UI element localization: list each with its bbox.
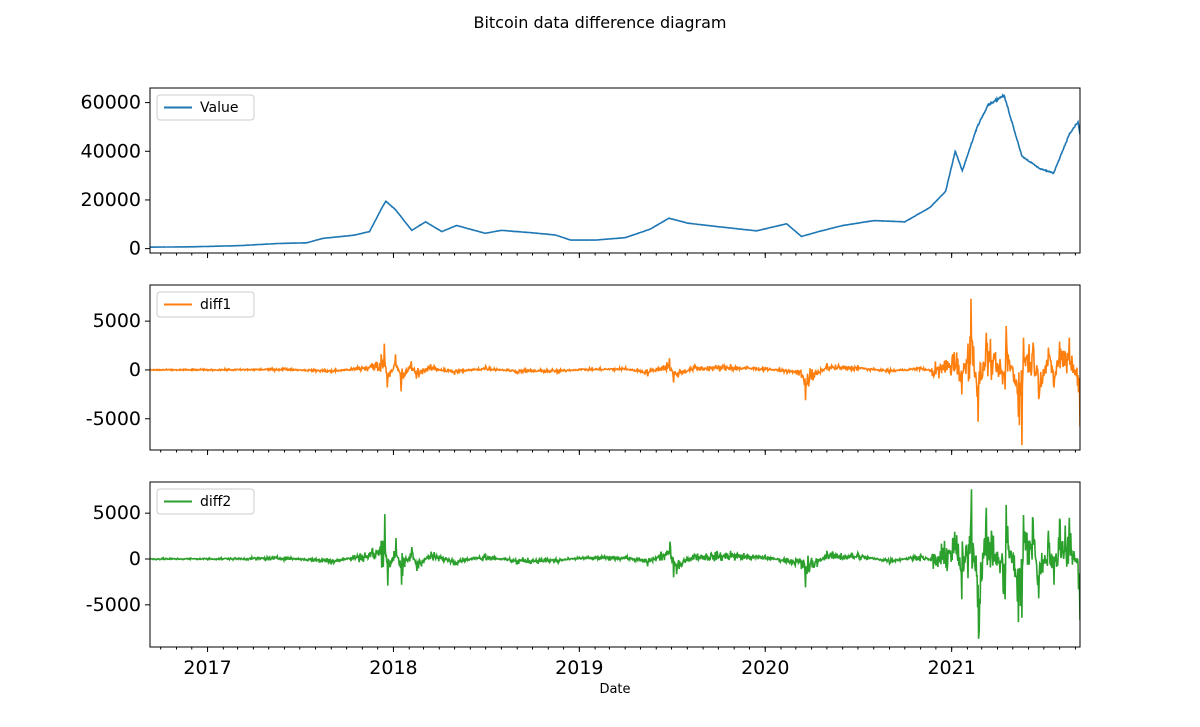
y-tick-label: -5000 (86, 408, 141, 430)
axes-frame (149, 284, 1081, 451)
legend-box (156, 488, 255, 515)
y-tick-label: 20000 (81, 189, 141, 211)
panel-diff2: -5000 0 5000 2017 2018 2019 2020 2021 diff2 (86, 481, 1081, 679)
y-tick-label: 0 (129, 359, 141, 381)
y-tick-label: 5000 (93, 502, 141, 524)
legend-label: diff1 (200, 297, 231, 313)
axes-frame (149, 481, 1081, 648)
y-tick-label: 0 (129, 548, 141, 570)
x-tick-label: 2017 (183, 657, 231, 679)
legend-box (156, 94, 255, 121)
y-tick-label: 40000 (81, 140, 141, 162)
panel-diff1: -5000 0 5000 diff1 (86, 284, 1081, 455)
series-line-diff1 (150, 298, 1080, 446)
x-tick-label: 2019 (555, 657, 603, 679)
x-axis-label: Date (599, 682, 630, 697)
axes-frame (149, 87, 1081, 254)
y-tick-label: 5000 (93, 310, 141, 332)
panel-value: 0 20000 40000 60000 Value (81, 87, 1081, 260)
series-line-diff2 (150, 489, 1080, 639)
x-tick-label: 2021 (927, 657, 975, 679)
legend-label: Value (200, 100, 238, 116)
legend-label: diff2 (200, 494, 231, 510)
x-tick-label: 2018 (369, 657, 417, 679)
series-line-value (150, 93, 1080, 249)
x-tick-label: 2020 (741, 657, 789, 679)
legend-box (156, 291, 255, 318)
y-tick-label: -5000 (86, 594, 141, 616)
y-tick-label: 60000 (81, 92, 141, 114)
y-tick-label: 0 (129, 238, 141, 260)
chart-title: Bitcoin data difference diagram (473, 13, 726, 32)
